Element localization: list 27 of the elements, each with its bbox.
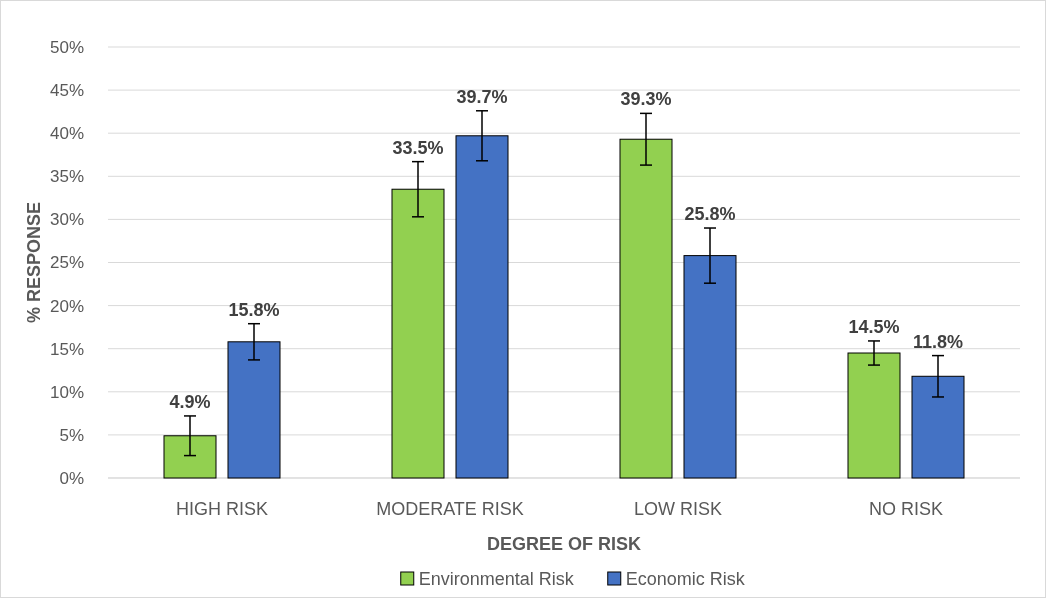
- y-tick-label: 50%: [49, 37, 84, 57]
- data-label: 15.8%: [228, 299, 280, 320]
- y-tick-label: 40%: [49, 124, 84, 144]
- data-label: 11.8%: [912, 331, 964, 352]
- data-label: 14.5%: [848, 316, 900, 337]
- legend-label: Economic Risk: [625, 569, 746, 590]
- y-tick-label: 0%: [59, 468, 84, 488]
- x-axis-title: DEGREE OF RISK: [486, 534, 642, 554]
- y-tick-label: 20%: [49, 296, 84, 316]
- y-tick-label: 10%: [49, 382, 84, 402]
- data-label: 39.7%: [456, 86, 508, 107]
- x-tick-label: LOW RISK: [633, 499, 723, 519]
- y-tick-label: 15%: [49, 339, 84, 359]
- y-axis-title: % RESPONSE: [24, 201, 44, 324]
- data-label: 33.5%: [392, 137, 444, 158]
- x-tick-label: NO RISK: [868, 499, 944, 519]
- y-tick-label: 25%: [49, 253, 84, 273]
- y-tick-label: 45%: [49, 81, 84, 101]
- data-label: 4.9%: [169, 391, 211, 412]
- data-label: 25.8%: [684, 204, 736, 225]
- y-tick-label: 35%: [49, 167, 84, 187]
- y-tick-label: 30%: [49, 210, 84, 230]
- x-tick-label: MODERATE RISK: [376, 499, 524, 519]
- data-label: 39.3%: [620, 89, 672, 110]
- y-tick-label: 5%: [59, 425, 84, 445]
- legend-label: Environmental Risk: [418, 569, 575, 590]
- x-tick-label: HIGH RISK: [175, 499, 269, 519]
